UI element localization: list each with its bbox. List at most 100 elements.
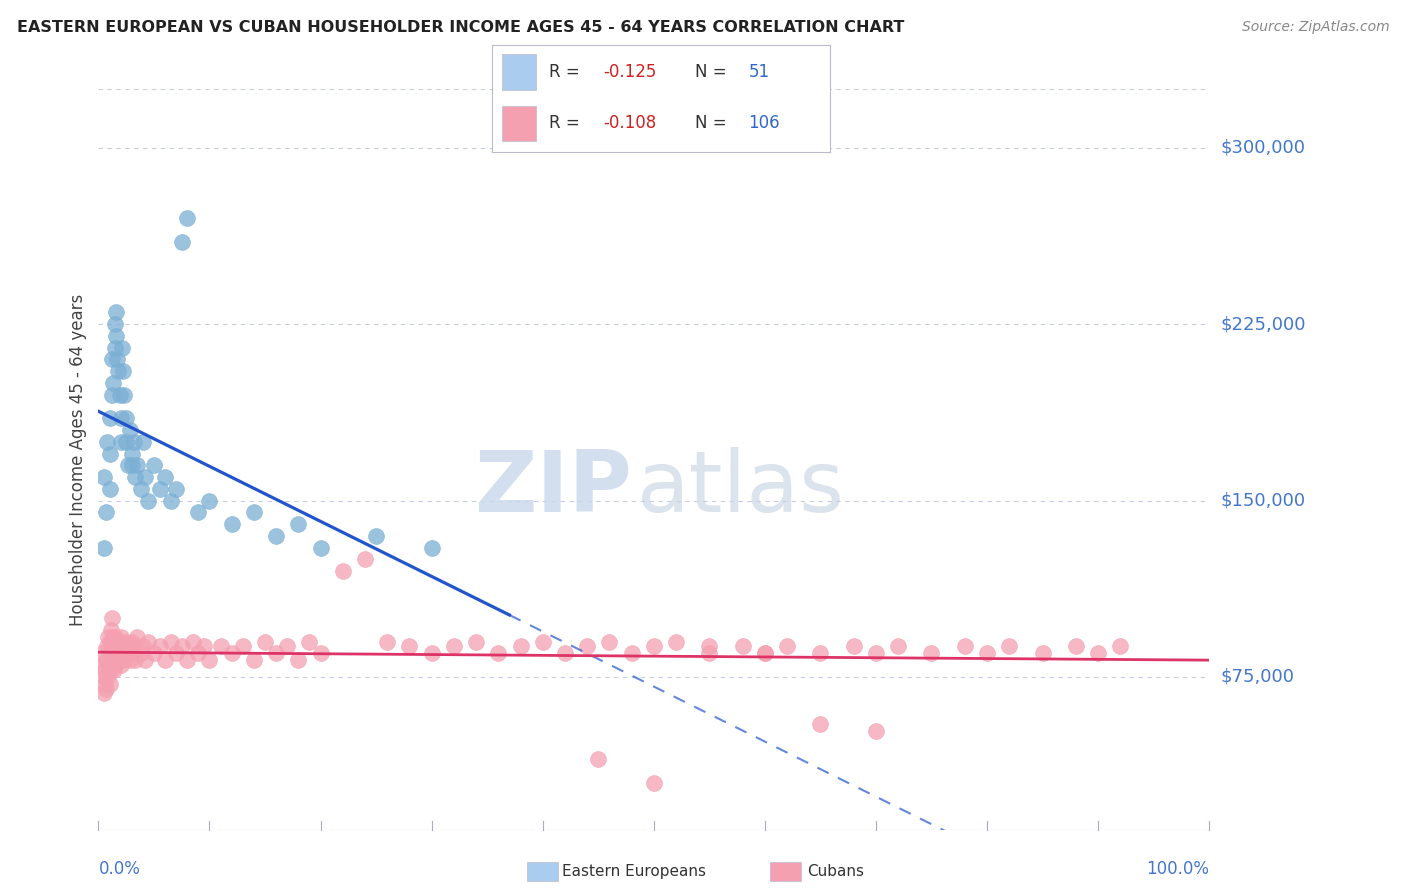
Point xyxy=(93,470,115,484)
Point xyxy=(115,434,138,449)
Point xyxy=(198,493,221,508)
Point xyxy=(953,639,976,653)
Point xyxy=(121,458,143,473)
Point xyxy=(287,653,309,667)
Point xyxy=(143,458,166,473)
Point xyxy=(112,388,135,402)
Point xyxy=(129,646,152,660)
Text: $150,000: $150,000 xyxy=(1220,491,1305,509)
Text: -0.108: -0.108 xyxy=(603,114,657,132)
Point xyxy=(865,723,887,738)
Text: Cubans: Cubans xyxy=(807,864,865,879)
Point xyxy=(576,639,599,653)
Point xyxy=(111,639,134,653)
Point xyxy=(754,646,776,660)
Point xyxy=(121,446,143,460)
Point xyxy=(107,634,129,648)
Point xyxy=(443,639,465,653)
Point xyxy=(108,646,131,660)
Point xyxy=(117,639,139,653)
Point xyxy=(104,658,127,673)
Point xyxy=(287,516,309,531)
Text: R =: R = xyxy=(550,63,585,81)
Point xyxy=(309,646,332,660)
Point xyxy=(232,639,254,653)
Point xyxy=(398,639,420,653)
Point xyxy=(91,658,114,673)
Text: 51: 51 xyxy=(748,63,769,81)
Point xyxy=(187,646,209,660)
Point xyxy=(209,639,232,653)
Text: 106: 106 xyxy=(748,114,780,132)
Point xyxy=(115,411,138,425)
Text: EASTERN EUROPEAN VS CUBAN HOUSEHOLDER INCOME AGES 45 - 64 YEARS CORRELATION CHAR: EASTERN EUROPEAN VS CUBAN HOUSEHOLDER IN… xyxy=(17,20,904,35)
Point xyxy=(110,434,132,449)
Point xyxy=(96,653,118,667)
Point xyxy=(98,677,121,691)
Point xyxy=(108,388,131,402)
Point xyxy=(165,646,187,660)
Point xyxy=(118,423,141,437)
Point xyxy=(176,653,198,667)
Point xyxy=(134,470,156,484)
Point xyxy=(100,623,122,637)
Point xyxy=(96,434,118,449)
Text: R =: R = xyxy=(550,114,585,132)
Point xyxy=(153,653,176,667)
FancyBboxPatch shape xyxy=(502,54,536,89)
Point xyxy=(148,639,170,653)
Point xyxy=(105,329,128,343)
Point xyxy=(598,634,620,648)
Point xyxy=(699,646,721,660)
Point xyxy=(105,639,128,653)
Point xyxy=(93,686,115,700)
Point xyxy=(118,653,141,667)
Point xyxy=(96,639,118,653)
Point xyxy=(94,677,117,691)
Point xyxy=(101,376,124,390)
Point xyxy=(181,634,204,648)
Point xyxy=(776,639,799,653)
Point xyxy=(332,564,354,578)
Point xyxy=(366,529,388,543)
Point xyxy=(132,434,155,449)
Point xyxy=(1109,639,1132,653)
Point xyxy=(842,639,865,653)
Point xyxy=(354,552,377,566)
Point xyxy=(104,317,127,331)
Point xyxy=(134,653,156,667)
Point xyxy=(100,388,122,402)
Point xyxy=(221,516,243,531)
Point xyxy=(731,639,754,653)
Point xyxy=(976,646,998,660)
Text: 100.0%: 100.0% xyxy=(1146,860,1209,878)
Point xyxy=(105,653,128,667)
Text: 0.0%: 0.0% xyxy=(98,860,141,878)
Point xyxy=(110,630,132,644)
Point xyxy=(243,653,266,667)
Point xyxy=(198,653,221,667)
Point xyxy=(699,639,721,653)
Point xyxy=(93,541,115,555)
Text: N =: N = xyxy=(695,114,731,132)
Point xyxy=(176,211,198,226)
Point xyxy=(110,411,132,425)
Point xyxy=(1087,646,1109,660)
Point xyxy=(193,639,215,653)
Point xyxy=(98,411,121,425)
Point xyxy=(298,634,321,648)
Text: ZIP: ZIP xyxy=(474,448,631,531)
Point xyxy=(90,646,112,660)
Point xyxy=(110,658,132,673)
Text: N =: N = xyxy=(695,63,731,81)
Point xyxy=(124,653,146,667)
Point xyxy=(115,646,138,660)
Point xyxy=(127,458,149,473)
Point xyxy=(96,670,118,684)
Point xyxy=(1064,639,1087,653)
Point xyxy=(998,639,1021,653)
Point xyxy=(554,646,576,660)
Point xyxy=(100,653,122,667)
Text: $225,000: $225,000 xyxy=(1220,315,1306,334)
Point xyxy=(264,646,287,660)
